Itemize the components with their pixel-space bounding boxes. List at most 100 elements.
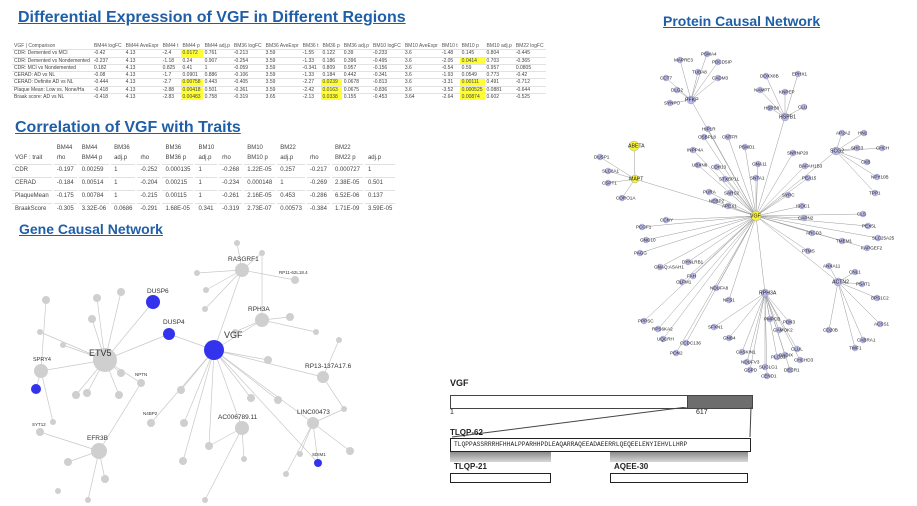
expression-cell: -0.059 <box>231 63 264 72</box>
protein-node-gna11 <box>754 160 762 168</box>
protein-edge <box>692 149 757 217</box>
expression-cell: 0.0239 <box>320 78 342 87</box>
zoom-lines <box>451 407 752 438</box>
expression-cell: -0.361 <box>231 85 264 94</box>
gene-label-spry4: SPRY4 <box>33 357 51 363</box>
protein-node-hspb1 <box>780 112 790 122</box>
protein-label-stxbp1l: STXBP1L <box>719 177 740 182</box>
protein-node-chchd3 <box>796 356 804 364</box>
protein-label-dynlrb1: DYNLRB1 <box>682 260 704 265</box>
expression-cell: 3.6 <box>402 56 440 65</box>
gene-node-rp1162 <box>291 276 299 284</box>
protein-node-psma4 <box>703 50 711 58</box>
protein-node-decr1 <box>786 366 794 374</box>
expression-cell: 4.13 <box>123 78 161 87</box>
expression-cell: -0.644 <box>513 85 546 94</box>
correlation-group-header: BM44 <box>81 145 98 151</box>
protein-edge <box>755 152 794 217</box>
expression-cell: -0.525 <box>513 93 546 101</box>
expression-cell: 0.773 <box>484 71 514 79</box>
protein-node-gamok2 <box>775 326 783 334</box>
protein-label-apex1: APEX1 <box>722 204 737 209</box>
gene-node <box>313 329 319 335</box>
expression-cell: 0.00874 <box>459 93 485 101</box>
protein-node-abeta <box>628 140 640 152</box>
correlation-header-cell: BM44 p <box>81 155 103 161</box>
protein-node-tmem1 <box>838 237 846 245</box>
protein-label-slc8a1: SLC8A1 <box>602 169 620 174</box>
expression-header-cell: BM44 logFC <box>93 43 122 49</box>
protein-edge <box>835 132 865 152</box>
gene-node <box>202 497 208 503</box>
expression-cell: 0.186 <box>320 56 342 65</box>
aqee30-shade <box>610 452 748 462</box>
expression-cell: 0.491 <box>484 78 514 87</box>
protein-label-slc25a25: SLC25A25 <box>872 236 895 241</box>
gene-edge <box>204 427 243 501</box>
gene-node <box>60 342 66 348</box>
expression-cell: -0.453 <box>371 93 403 101</box>
protein-label-cntfr: CNTFR <box>722 135 738 140</box>
protein-label-scg2: SCG2 <box>830 149 844 155</box>
correlation-cell: 0.0686 <box>111 203 136 214</box>
protein-label-pura: PURA <box>703 190 717 195</box>
protein-node-kapgef2 <box>863 244 871 252</box>
expression-cell: 0.00111 <box>459 78 485 87</box>
expression-row: CERAD: Definite AD vs NL -0.444 4.13 -2.7 0.… <box>12 78 546 87</box>
protein-edge <box>744 146 757 217</box>
expression-cell: -2.13 <box>300 93 321 101</box>
correlation-cell: 1 <box>277 177 305 188</box>
protein-node-cd20b <box>825 326 833 334</box>
protein-edge <box>607 178 636 184</box>
gene-edge <box>322 339 340 378</box>
protein-edge <box>837 281 864 341</box>
protein-label-ap2a2: AP2A2 <box>836 131 851 136</box>
protein-node-cntfr <box>724 133 732 141</box>
expression-cell: -0.405 <box>231 78 264 87</box>
protein-label-pagg: PAGG <box>634 251 647 256</box>
correlation-title: Correlation of VGF with Traits <box>15 119 241 136</box>
protein-edge <box>746 292 766 363</box>
expression-cell: -0.254 <box>231 56 264 65</box>
protein-edge <box>715 215 757 289</box>
correlation-cell: 1.71E-09 <box>331 203 363 214</box>
protein-node-cct7 <box>662 74 670 82</box>
gene-node <box>247 394 255 402</box>
protein-edge <box>828 281 839 331</box>
expression-cell: 0.122 <box>320 49 342 58</box>
aqee30-label: AQEE-30 <box>614 462 649 471</box>
correlation-cell: 1 <box>111 164 136 175</box>
gene-node <box>297 451 303 457</box>
protein-edge <box>679 59 692 101</box>
expression-cell: 0.0163 <box>320 85 342 94</box>
protein-label-plcb1: PLCB1 <box>771 355 786 360</box>
protein-edge <box>755 194 789 217</box>
expression-cell: 0.0678 <box>341 78 372 87</box>
expression-header-cell: BM36 logFC <box>233 43 262 49</box>
protein-edge <box>764 292 798 350</box>
expression-cell: CDR: Demented vs MCI <box>12 49 92 58</box>
protein-node-gnaq <box>656 263 664 271</box>
protein-node-shc3 <box>853 144 861 152</box>
protein-edge <box>755 215 879 239</box>
protein-edge <box>675 215 757 354</box>
protein-edge <box>755 215 809 252</box>
expression-header-cell: BM44 t <box>162 43 179 49</box>
protein-label-doxx8b: DOXX8B <box>760 74 779 79</box>
correlation-cell: -0.215 <box>137 190 161 201</box>
gene-edge <box>285 422 314 475</box>
protein-label-psat1: PSAT1 <box>856 282 871 287</box>
expression-cell: -0.42 <box>91 49 124 58</box>
gene-edge <box>213 349 252 399</box>
protein-edge <box>690 53 708 101</box>
expression-cell: 0.809 <box>320 63 342 72</box>
expression-cell: 0.957 <box>341 63 372 72</box>
expression-cell: 3.6 <box>402 78 440 87</box>
correlation-group-row: BM44 BM44 BM36 BM36 BM10 BM10 BM22 BM22 <box>12 144 395 152</box>
protein-node-ccdc136 <box>682 339 690 347</box>
correlation-group-header <box>219 144 242 152</box>
correlation-header-cell: adj.p <box>367 155 381 161</box>
expression-cell: 0.184 <box>320 71 342 79</box>
gene-node-efr3b <box>91 443 107 459</box>
protein-label-cnl1: CNL1 <box>849 270 861 275</box>
